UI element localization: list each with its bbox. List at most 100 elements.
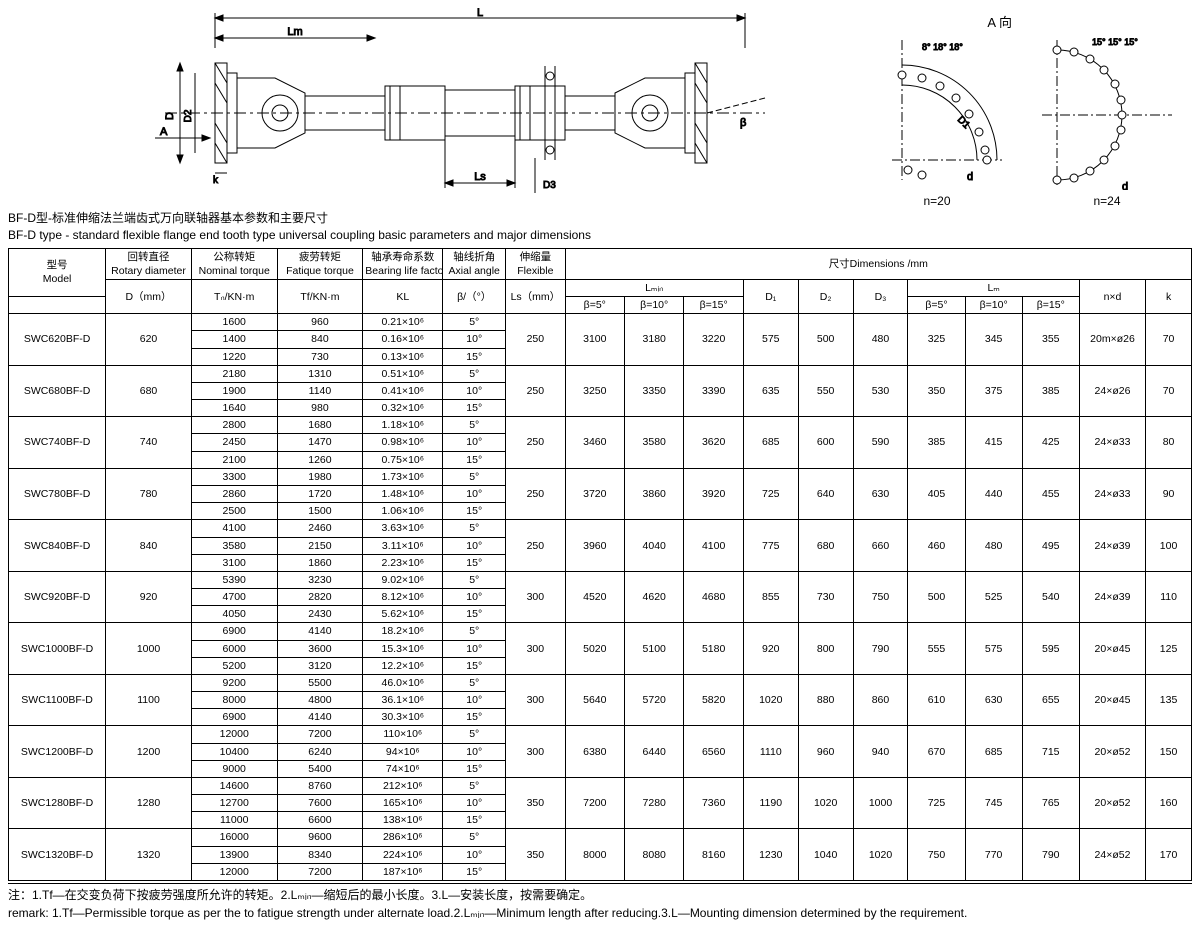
cell-KL: 212×10⁶: [363, 777, 443, 794]
cell-D: 1280: [106, 777, 192, 829]
cell-D3: 1000: [853, 777, 908, 829]
table-row: SWC920BF-D920539032309.02×10⁶5°300452046…: [9, 571, 1192, 588]
cell-Tf: 4140: [277, 623, 363, 640]
cell-Tn: 4700: [191, 589, 277, 606]
svg-text:15° 15° 15°: 15° 15° 15°: [1092, 37, 1138, 47]
cell-k: 125: [1146, 623, 1192, 675]
cell-k: 100: [1146, 520, 1192, 572]
cell-beta: 5°: [443, 314, 506, 331]
cell-k: 160: [1146, 777, 1192, 829]
cell-L15: 4680: [684, 571, 743, 623]
cell-D3: 790: [853, 623, 908, 675]
cell-D2: 640: [798, 468, 853, 520]
h-L-b15: β=15°: [684, 297, 743, 314]
h-model: 型号Model: [9, 248, 106, 297]
cell-beta: 10°: [443, 331, 506, 348]
cell-Tf: 730: [277, 348, 363, 365]
cell-Tf: 7200: [277, 863, 363, 880]
cell-KL: 46.0×10⁶: [363, 674, 443, 691]
cell-Tf: 2460: [277, 520, 363, 537]
h-rotdia: 回转直径Rotary diameter: [106, 248, 192, 279]
cell-L5: 3460: [565, 417, 624, 469]
cell-KL: 0.21×10⁶: [363, 314, 443, 331]
cell-L5: 5640: [565, 674, 624, 726]
svg-text:d: d: [1122, 181, 1128, 190]
cell-beta: 5°: [443, 829, 506, 846]
cell-L15: 3220: [684, 314, 743, 366]
cell-D: 740: [106, 417, 192, 469]
cell-Lm15: 765: [1022, 777, 1079, 829]
cell-Tf: 2150: [277, 537, 363, 554]
h-model-blank: [9, 297, 106, 314]
h-Lm: Lₘ: [908, 279, 1079, 296]
svg-text:D3: D3: [543, 180, 556, 191]
h-D-unit: D（mm）: [106, 279, 192, 313]
cell-Tn: 1600: [191, 314, 277, 331]
cell-Tf: 1470: [277, 434, 363, 451]
cell-Lm5: 555: [908, 623, 965, 675]
cell-Lm10: 440: [965, 468, 1022, 520]
cell-L10: 4040: [625, 520, 684, 572]
cell-D1: 1190: [743, 777, 798, 829]
cell-KL: 138×10⁶: [363, 812, 443, 829]
cell-L10: 5720: [625, 674, 684, 726]
cell-Tn: 1220: [191, 348, 277, 365]
cell-KL: 1.48×10⁶: [363, 486, 443, 503]
h-KL-unit: KL: [363, 279, 443, 313]
h-bearing: 轴承寿命系数Bearing life factor: [363, 248, 443, 279]
cell-Tn: 9200: [191, 674, 277, 691]
cell-beta: 10°: [443, 743, 506, 760]
cell-D: 840: [106, 520, 192, 572]
cell-Ls: 300: [506, 623, 565, 675]
cell-Tn: 12000: [191, 726, 277, 743]
h-Lm-b5: β=5°: [908, 297, 965, 314]
cell-nxd: 20×ø45: [1079, 674, 1145, 726]
cell-Ls: 250: [506, 365, 565, 417]
cell-KL: 0.75×10⁶: [363, 451, 443, 468]
h-axial: 轴线折角Axial angle: [443, 248, 506, 279]
cell-Lm10: 525: [965, 571, 1022, 623]
cell-D1: 575: [743, 314, 798, 366]
cell-D: 1200: [106, 726, 192, 778]
table-row: SWC1320BF-D1320160009600286×10⁶5°3508000…: [9, 829, 1192, 846]
table-header: 型号Model 回转直径Rotary diameter 公称转矩Nominal …: [9, 248, 1192, 314]
cell-Tf: 6600: [277, 812, 363, 829]
remark-zh: 注：1.Tf—在交变负荷下按疲劳强度所允许的转矩。2.Lₘᵢₙ—缩短后的最小长度…: [8, 888, 592, 902]
cell-L5: 6380: [565, 726, 624, 778]
cell-beta: 5°: [443, 623, 506, 640]
cell-nxd: 20×ø52: [1079, 777, 1145, 829]
svg-text:Ls: Ls: [474, 171, 486, 183]
cell-Tf: 2430: [277, 606, 363, 623]
cell-Tn: 5200: [191, 657, 277, 674]
cell-L10: 3180: [625, 314, 684, 366]
cell-beta: 5°: [443, 674, 506, 691]
cell-D: 620: [106, 314, 192, 366]
cell-Ls: 250: [506, 417, 565, 469]
cell-nxd: 20×ø52: [1079, 726, 1145, 778]
cell-Tn: 6000: [191, 640, 277, 657]
cell-model: SWC1100BF-D: [9, 674, 106, 726]
cell-k: 170: [1146, 829, 1192, 881]
cell-Tn: 12700: [191, 795, 277, 812]
cell-L5: 3960: [565, 520, 624, 572]
cell-beta: 10°: [443, 589, 506, 606]
cell-Tf: 4800: [277, 692, 363, 709]
cell-D1: 1230: [743, 829, 798, 881]
cell-Lm10: 480: [965, 520, 1022, 572]
cell-model: SWC840BF-D: [9, 520, 106, 572]
cell-Tf: 1140: [277, 382, 363, 399]
cell-beta: 15°: [443, 606, 506, 623]
cell-KL: 9.02×10⁶: [363, 571, 443, 588]
h-Lm-b10: β=10°: [965, 297, 1022, 314]
cell-Tn: 2860: [191, 486, 277, 503]
h-L-b5: β=5°: [565, 297, 624, 314]
cell-L15: 4100: [684, 520, 743, 572]
h-Lmin: Lₘᵢₙ: [565, 279, 743, 296]
cell-KL: 30.3×10⁶: [363, 709, 443, 726]
cell-D2: 730: [798, 571, 853, 623]
table-row: SWC740BF-D740280016801.18×10⁶5°250346035…: [9, 417, 1192, 434]
cell-Lm5: 325: [908, 314, 965, 366]
cell-D3: 590: [853, 417, 908, 469]
cell-KL: 0.41×10⁶: [363, 382, 443, 399]
cell-beta: 15°: [443, 451, 506, 468]
